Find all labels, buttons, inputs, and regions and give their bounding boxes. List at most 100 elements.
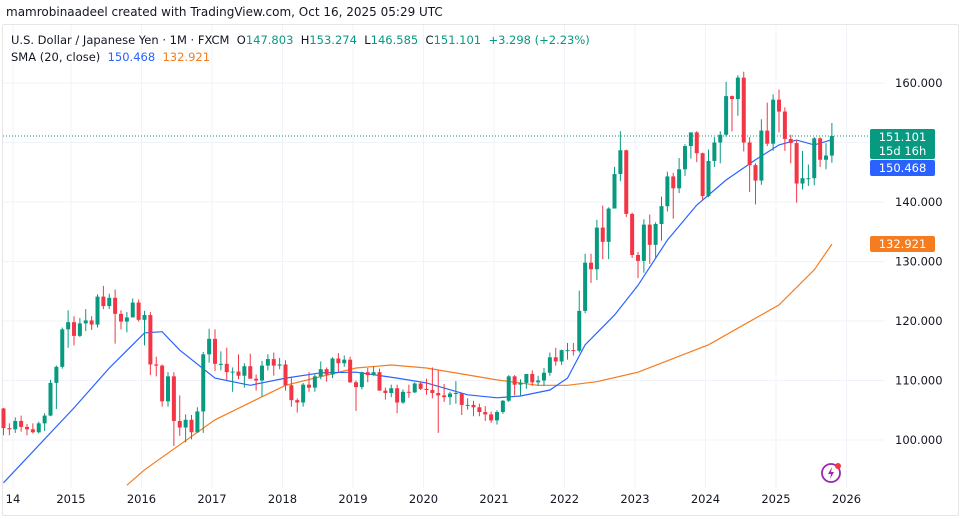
candle-body [559,350,564,362]
candle [19,415,24,432]
candle-body [536,380,541,383]
candle-body [383,390,388,393]
candle [506,375,511,402]
candle-body [506,376,511,401]
candle [553,347,558,366]
candle-body [89,320,94,325]
candle [107,293,112,310]
candle [148,312,153,376]
candle-body [395,388,400,403]
symbol-name[interactable]: U.S. Dollar / Japanese Yen · 1M · FXCM [11,33,230,47]
candle [759,119,764,185]
candle [824,143,828,170]
candle [812,137,817,186]
candle [289,377,294,407]
candle [712,137,717,167]
candle-body [577,310,582,351]
indicator-row: SMA (20, close) 150.468 132.921 [11,49,590,66]
candle-body [330,358,335,375]
candle-body [224,363,229,373]
candle-body [25,426,29,430]
candle [189,415,194,440]
candle-body [242,366,247,376]
candle [777,89,781,133]
candle-body [659,206,664,225]
candle-body [271,359,276,366]
candle-body [653,224,658,245]
candle-body [612,174,617,209]
candle-body [359,372,364,388]
lightning-bolt-icon[interactable] [821,463,841,483]
indicator-name[interactable]: SMA (20, close) [11,50,101,64]
candle [465,398,470,410]
candle [389,384,394,398]
candle-body [177,420,182,428]
symbol-row: U.S. Dollar / Japanese Yen · 1M · FXCM O… [11,32,590,49]
open-value: 147.803 [245,33,294,47]
candle [794,139,799,203]
candle-body [277,364,282,366]
candle-body [724,96,729,135]
candle-body [171,376,176,421]
candle-body [36,423,41,433]
low-label: L [364,33,371,47]
x-tick-label: 2023 [620,492,649,506]
candle [747,137,752,192]
candle [782,107,787,151]
candle-body [589,262,593,270]
candle-body [354,382,358,388]
candle [124,312,129,333]
candle-body [465,404,470,406]
candle [48,379,53,417]
candle [688,132,693,159]
low-value: 146.585 [370,33,419,47]
candle-body [30,429,35,433]
candle-body [13,420,18,430]
candle-body [283,364,288,386]
candle-body [571,350,576,352]
x-tick-label: 2015 [56,492,85,506]
candle [301,382,306,407]
x-tick-label: 2022 [550,492,579,506]
candle-body [72,322,76,336]
x-tick-label: 2018 [268,492,297,506]
candle [500,400,505,414]
candle-body [412,383,417,393]
candle-body [213,338,217,364]
candle [224,347,229,380]
candle-body [113,297,118,314]
candle-body [230,371,235,373]
candle-body [324,369,329,375]
candle [577,290,582,353]
candle [459,392,464,416]
candle-body [806,178,811,180]
open-label: O [236,33,246,47]
candle-body [19,420,24,427]
candle-body [483,412,488,415]
candle-body [442,395,447,398]
candle [536,375,541,386]
candle [213,329,217,371]
candle-body [512,376,517,385]
candle [412,382,417,393]
candle [530,370,535,386]
candle [730,95,734,132]
candle-body [83,320,88,324]
candle-body [759,130,764,181]
candle-body [406,391,411,393]
candle [89,316,94,330]
candle [559,349,564,366]
candle [436,370,441,433]
change-value: +3.298 (+2.23%) [488,33,590,47]
candle [66,310,71,348]
candle [371,366,376,376]
sma-slow-tag: 132.921 [870,236,935,252]
candle [565,343,570,360]
candle [236,354,241,380]
candle-body [618,150,623,175]
candle [683,144,687,176]
candle [254,374,259,391]
candle-body [694,132,699,154]
x-tick-label: 2025 [761,492,790,506]
